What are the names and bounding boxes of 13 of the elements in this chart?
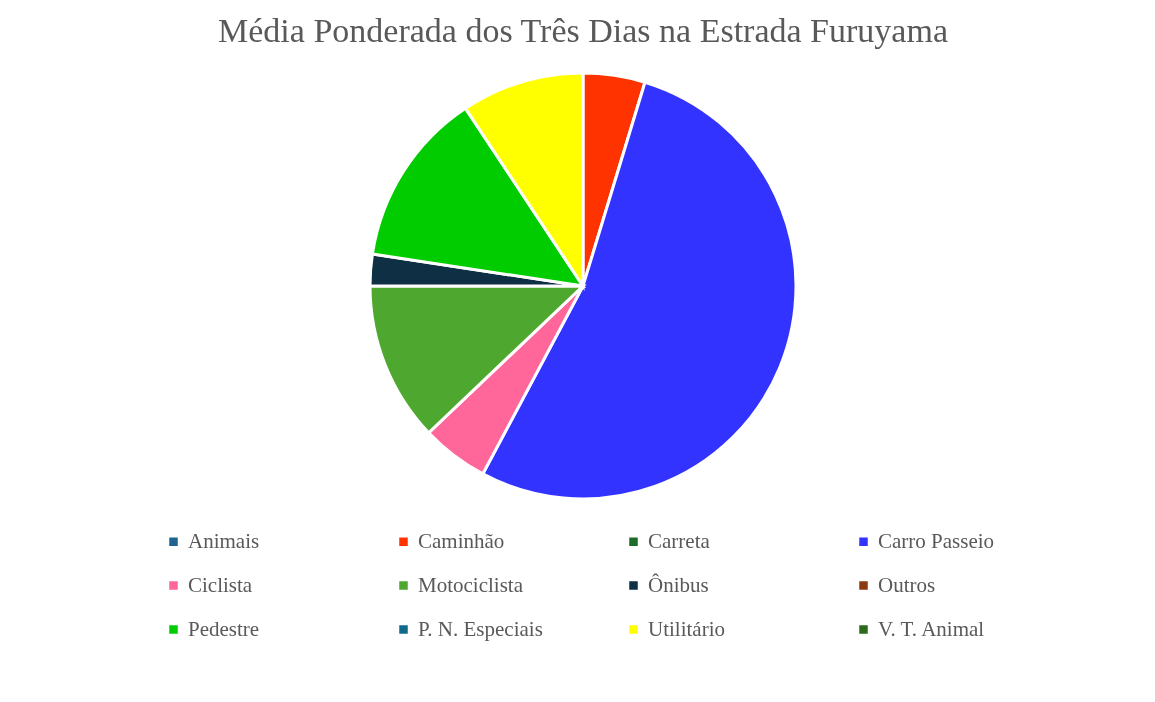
legend-label: Pedestre bbox=[188, 616, 260, 641]
legend-label: P. N. Especiais bbox=[418, 616, 543, 641]
chart-title: Média Ponderada dos Três Dias na Estrada Furuyama bbox=[218, 12, 948, 49]
legend-label: Ônibus bbox=[648, 572, 709, 597]
legend-label: Animais bbox=[188, 528, 260, 553]
legend-label: Carro Passeio bbox=[878, 528, 995, 553]
legend-label: Utilitário bbox=[648, 616, 725, 641]
legend-label: V. T. Animal bbox=[878, 616, 985, 641]
legend-label: Motociclista bbox=[418, 572, 524, 597]
legend-label: Outros bbox=[878, 572, 936, 597]
legend-label: Carreta bbox=[648, 528, 711, 553]
legend-label: Caminhão bbox=[418, 528, 505, 553]
legend-label: Ciclista bbox=[188, 572, 253, 597]
